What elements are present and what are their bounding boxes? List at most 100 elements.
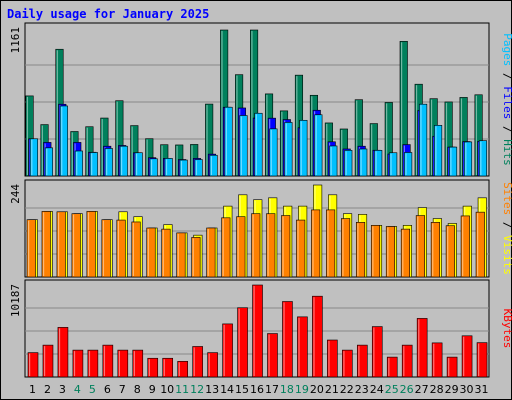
kbytes-bar bbox=[327, 339, 338, 378]
pages-bar bbox=[329, 145, 338, 177]
hits-bar-highlight bbox=[371, 124, 373, 175]
pages-bar bbox=[344, 150, 353, 177]
sites-bar bbox=[206, 227, 216, 278]
pages-bar bbox=[284, 122, 293, 177]
sites-bar bbox=[415, 215, 425, 278]
sites-bar bbox=[251, 213, 261, 278]
kbytes-bar-highlight bbox=[58, 328, 61, 376]
sites-bar-highlight bbox=[42, 212, 45, 276]
pages-bar-highlight bbox=[450, 148, 452, 175]
kbytes-bar-highlight bbox=[283, 302, 285, 376]
sites-bar bbox=[191, 237, 201, 278]
hits-bar-highlight bbox=[326, 123, 328, 175]
sites-bar-highlight bbox=[147, 228, 149, 276]
day-label: 31 bbox=[475, 383, 489, 396]
day-label: 20 bbox=[310, 383, 324, 396]
sites-bar-highlight bbox=[162, 230, 164, 276]
kbytes-bar-highlight bbox=[328, 341, 330, 376]
kbytes-ymax-label: 10187 bbox=[9, 284, 22, 317]
hits-bar-highlight bbox=[236, 75, 238, 175]
hits-bar-highlight bbox=[445, 102, 448, 175]
sites-bar-highlight bbox=[207, 228, 209, 276]
day-label: 6 bbox=[104, 383, 111, 396]
hits-ylabel-separator: / bbox=[501, 119, 512, 139]
sites-bar bbox=[146, 227, 156, 278]
kbytes-bar bbox=[282, 301, 293, 378]
sites-bar bbox=[311, 209, 321, 278]
pages-bar-highlight bbox=[300, 121, 302, 175]
pages-bar-highlight bbox=[165, 159, 168, 175]
pages-bar bbox=[164, 158, 173, 177]
kbytes-bar bbox=[72, 349, 84, 378]
sites-bar-highlight bbox=[462, 216, 464, 276]
sites-bar bbox=[341, 218, 351, 278]
pages-bar-highlight bbox=[106, 149, 108, 175]
hits-bar-highlight bbox=[341, 129, 343, 175]
kbytes-bar-highlight bbox=[118, 351, 121, 376]
pages-bar-highlight bbox=[345, 151, 347, 175]
hits-bar-highlight bbox=[131, 126, 133, 175]
hits-bar-highlight bbox=[266, 94, 268, 175]
sites-bar-highlight bbox=[372, 226, 374, 276]
kbytes-bar-highlight bbox=[163, 359, 165, 376]
pages-bar-highlight bbox=[210, 156, 213, 175]
day-label: 19 bbox=[295, 383, 309, 396]
day-label: 4 bbox=[74, 383, 81, 396]
hits-bar-highlight bbox=[86, 127, 88, 175]
pages-bar-highlight bbox=[61, 106, 63, 175]
pages-bar bbox=[404, 152, 413, 177]
kbytes-bar-highlight bbox=[88, 351, 91, 376]
kbytes-bar-highlight bbox=[343, 351, 345, 376]
kbytes-bar bbox=[252, 284, 263, 378]
visits-ylabel: Sites / Visits bbox=[501, 182, 512, 275]
hits-bar-highlight bbox=[101, 119, 103, 175]
day-label: 3 bbox=[59, 383, 66, 396]
sites-bar bbox=[176, 232, 186, 278]
sites-bar-highlight bbox=[237, 217, 239, 276]
pages-bar bbox=[463, 141, 473, 177]
kbytes-bar-highlight bbox=[103, 346, 106, 376]
day-label: 5 bbox=[89, 383, 96, 396]
sites-bar bbox=[475, 211, 485, 278]
kbytes-ylabel-kbytes: KBytes bbox=[501, 309, 512, 349]
sites-bar bbox=[281, 215, 291, 278]
pages-bar-highlight bbox=[405, 153, 407, 175]
kbytes-bar bbox=[356, 344, 368, 378]
kbytes-bar-highlight bbox=[43, 346, 46, 376]
pages-bar bbox=[478, 140, 488, 177]
sites-bar bbox=[445, 225, 455, 278]
hits-bar-highlight bbox=[41, 125, 43, 175]
kbytes-bar bbox=[446, 356, 458, 378]
sites-bar-highlight bbox=[327, 210, 329, 276]
pages-bar-highlight bbox=[315, 115, 317, 175]
hits-ymax-label: 1161 bbox=[9, 27, 22, 54]
sites-bar bbox=[460, 215, 470, 278]
sites-bar-highlight bbox=[402, 230, 404, 276]
sites-bar-highlight bbox=[447, 226, 449, 276]
hits-bar-highlight bbox=[206, 105, 208, 175]
pages-bar-highlight bbox=[465, 142, 467, 175]
kbytes-bar bbox=[132, 349, 144, 378]
sites-bar-highlight bbox=[252, 214, 254, 276]
kbytes-bar bbox=[416, 318, 428, 378]
hits-bar-highlight bbox=[176, 145, 178, 175]
sites-bar-highlight bbox=[192, 238, 194, 276]
pages-bar-highlight bbox=[180, 161, 183, 175]
day-label: 25 bbox=[385, 383, 399, 396]
day-label: 14 bbox=[220, 383, 234, 396]
kbytes-bar-highlight bbox=[208, 353, 210, 376]
sites-bar bbox=[221, 217, 231, 278]
pages-bar bbox=[299, 119, 308, 177]
pages-bar bbox=[224, 106, 233, 177]
pages-bar bbox=[374, 150, 383, 177]
pages-bar-highlight bbox=[330, 146, 332, 175]
sites-bar-highlight bbox=[342, 219, 344, 276]
sites-bar-highlight bbox=[28, 220, 30, 276]
pages-bar bbox=[104, 148, 113, 177]
sites-bar bbox=[326, 209, 336, 278]
pages-bar bbox=[119, 145, 128, 177]
day-label: 10 bbox=[160, 383, 174, 396]
kbytes-bar bbox=[267, 333, 278, 378]
kbytes-bar bbox=[102, 344, 114, 378]
hits-ylabel-files: Files bbox=[501, 86, 512, 119]
